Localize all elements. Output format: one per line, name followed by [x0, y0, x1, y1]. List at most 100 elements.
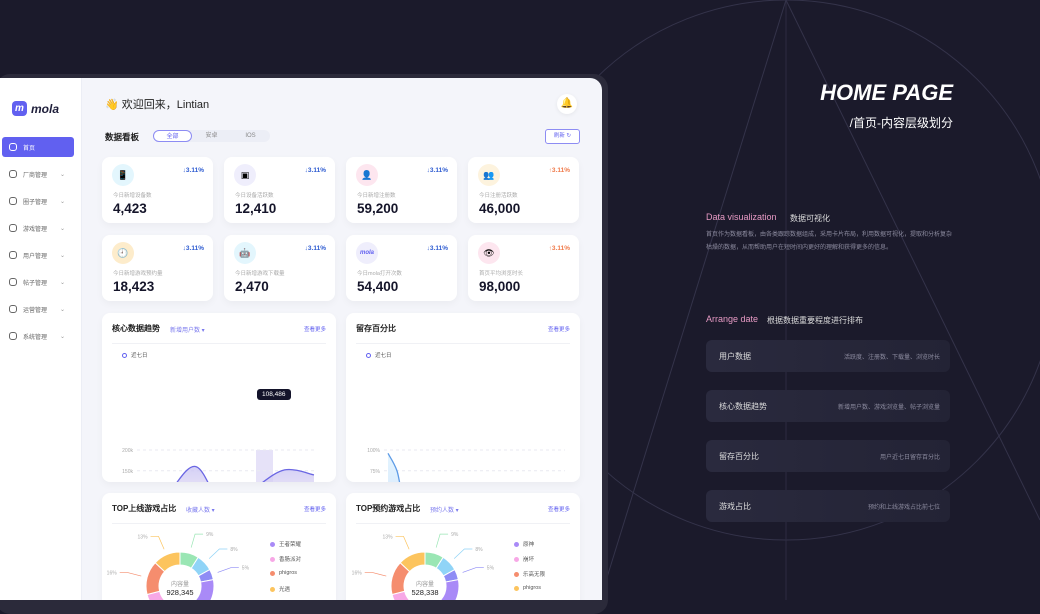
- section-description: 首页作为数据看板，由各类跟踪数据组成，采用卡片布局，利用数据可视化，提取和分析复…: [706, 232, 953, 251]
- metric-dropdown[interactable]: 收藏人数 ▾: [186, 508, 215, 514]
- tab-ios[interactable]: IOS: [245, 133, 256, 139]
- slice-label: 13%: [138, 534, 149, 540]
- legend-item: 香肠派对: [270, 555, 301, 563]
- slice-label: 16%: [107, 571, 118, 577]
- row-desc: 预约和上线游戏占比前七位: [867, 505, 940, 511]
- stat-value: 4,423: [113, 201, 147, 216]
- stat-value: 59,200: [357, 201, 399, 216]
- content-row: 游戏占比 预约和上线游戏占比前七位: [706, 490, 950, 522]
- view-more-link[interactable]: 查看更多: [547, 327, 570, 333]
- donut-center-value: 528,338: [411, 588, 439, 597]
- sidebar-item[interactable]: 帖子管理 ⌄: [2, 272, 74, 292]
- label-leader: [453, 548, 473, 559]
- content-row: 用户数据 活跃度、注册数、下载量、浏览时长: [706, 340, 950, 372]
- sidebar-item[interactable]: 游戏管理 ⌄: [2, 218, 74, 238]
- nav-icon: [9, 224, 17, 232]
- view-more-link[interactable]: 查看更多: [303, 507, 326, 513]
- sidebar-item-label: 帖子管理: [23, 280, 48, 287]
- stat-icon: 👥: [478, 164, 500, 186]
- section-heading-cn: 数据可视化: [790, 214, 830, 223]
- platform-tabs: 全部 安卓 IOS: [153, 130, 270, 142]
- stat-icon: 👤: [356, 164, 378, 186]
- sidebar-item[interactable]: 圈子管理 ⌄: [2, 191, 74, 211]
- donut-slice[interactable]: [399, 551, 426, 573]
- sidebar-item[interactable]: 运营管理 ⌄: [2, 299, 74, 319]
- stat-card[interactable]: ▣ ↓3.11% 今日设备活跃数 12,410: [224, 157, 335, 223]
- label-leader: [435, 533, 449, 548]
- dashboard-title: 数据看板: [105, 132, 140, 142]
- logo[interactable]: m mola: [12, 101, 59, 116]
- area-fill: [388, 453, 400, 482]
- metric-dropdown[interactable]: 预约人数 ▾: [430, 508, 459, 514]
- slice-label: 5%: [242, 566, 250, 572]
- stat-value: 2,470: [235, 279, 269, 294]
- stat-card[interactable]: 👥 ↑3.11% 今日注册活跃数 46,000: [468, 157, 579, 223]
- stat-value: 54,400: [357, 279, 399, 294]
- row-desc: 用户近七日留存百分比: [879, 455, 940, 461]
- sidebar: m mola 首页 厂商管理 ⌄ 圈子管理 ⌄ 游戏管理 ⌄ 用户管理 ⌄ 帖子管理 ⌄ 运营管理 ⌄ 系统…: [0, 78, 82, 600]
- row-title: 用户数据: [719, 352, 751, 361]
- refresh-button[interactable]: 刷新 ↻: [545, 129, 580, 144]
- trend-panel: 核心数据趋势 新增用户数 ▾ 查看更多 近七日 050k100k150k200k…: [102, 313, 336, 482]
- stat-label: 今日mola打开次数: [357, 271, 402, 277]
- series-line: [176, 465, 315, 482]
- legend-item: 原神: [514, 540, 534, 548]
- label-leader: [190, 533, 204, 548]
- label-leader: [208, 548, 228, 559]
- section-heading-en: Data visualization: [706, 212, 777, 222]
- tab-android[interactable]: 安卓: [205, 133, 218, 139]
- divider: [356, 523, 570, 524]
- legend-item: 崩坏: [514, 555, 534, 563]
- tab-all[interactable]: 全部: [153, 130, 192, 142]
- stat-card[interactable]: 👁 ↑3.11% 首页平均浏览时长 98,000: [468, 235, 579, 301]
- page-title: HOME PAGE: [820, 80, 953, 105]
- chevron-down-icon: ⌄: [59, 252, 65, 259]
- y-tick-label: 75%: [370, 469, 381, 475]
- slice-label: 16%: [352, 571, 363, 577]
- stat-card[interactable]: 📱 ↓3.11% 今日新增设备数 4,423: [102, 157, 213, 223]
- slice-label: 9%: [206, 532, 214, 538]
- stat-card[interactable]: 🕘 ↓3.11% 今日新增游戏预约量 18,423: [102, 235, 213, 301]
- label-leader: [395, 536, 410, 550]
- view-more-link[interactable]: 查看更多: [303, 327, 326, 333]
- y-tick-label: 100%: [367, 448, 380, 454]
- chevron-down-icon: ⌄: [59, 279, 65, 286]
- stat-card[interactable]: mola ↓3.11% 今日mola打开次数 54,400: [346, 235, 457, 301]
- stat-value: 46,000: [479, 201, 521, 216]
- sidebar-item[interactable]: 用户管理 ⌄: [2, 245, 74, 265]
- row-title: 留存百分比: [719, 452, 759, 461]
- slice-label: 13%: [383, 534, 394, 540]
- donut-slice[interactable]: [425, 579, 460, 600]
- row-title: 游戏占比: [719, 502, 751, 511]
- donut-center-label: 内容量: [415, 582, 434, 588]
- chevron-down-icon: ⌄: [59, 306, 65, 313]
- sidebar-item-label: 游戏管理: [23, 226, 48, 233]
- nav-icon: [9, 278, 17, 286]
- divider: [112, 523, 326, 524]
- stat-label: 今日设备活跃数: [235, 193, 274, 199]
- stat-icon: 🕘: [112, 242, 134, 264]
- stat-label: 今日新增设备数: [113, 193, 152, 199]
- trend-chart: 050k100k150k200k03-0903-0803-0703-0603-0…: [122, 448, 315, 482]
- nav-icon: [9, 170, 17, 178]
- donut-slice[interactable]: [180, 579, 215, 600]
- donut-slice[interactable]: [154, 551, 181, 573]
- donut-chart: 9% 8% 5% 16% 13%: [352, 532, 495, 600]
- stat-card[interactable]: 🤖 ↓3.11% 今日新增游戏下载量 2,470: [224, 235, 335, 301]
- stat-value: 12,410: [235, 201, 277, 216]
- divider: [356, 343, 570, 344]
- sidebar-item[interactable]: 厂商管理 ⌄: [2, 164, 74, 184]
- bell-icon[interactable]: 🔔: [557, 94, 577, 114]
- stat-icon: 🤖: [234, 242, 256, 264]
- stat-label: 今日注册活跃数: [479, 193, 518, 199]
- metric-dropdown[interactable]: 新增用户数 ▾: [170, 328, 205, 334]
- nav-icon: [9, 305, 17, 313]
- sidebar-item[interactable]: 系统管理 ⌄: [2, 326, 74, 346]
- stat-card[interactable]: 👤 ↓3.11% 今日新增注册数 59,200: [346, 157, 457, 223]
- label-leader: [150, 536, 165, 550]
- panel-title: 留存百分比: [356, 324, 396, 333]
- view-more-link[interactable]: 查看更多: [547, 507, 570, 513]
- content-row: 核心数据趋势 新增用户数、游戏浏览量、帖子浏览量: [706, 390, 950, 422]
- chart-tooltip: 108,486: [257, 389, 291, 400]
- sidebar-item[interactable]: 首页: [2, 137, 74, 157]
